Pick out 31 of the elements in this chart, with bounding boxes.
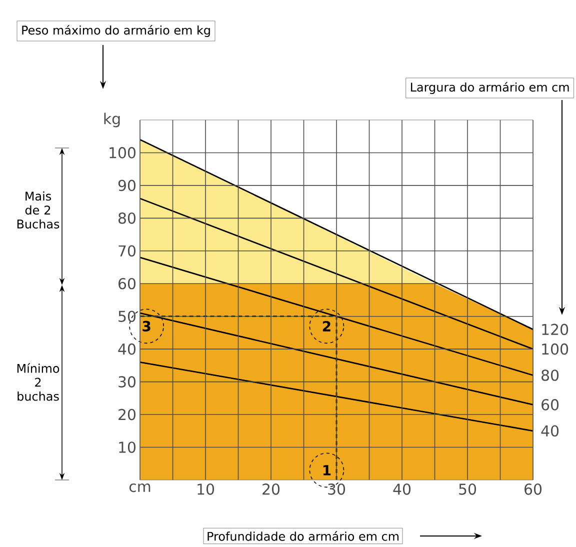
series-label: 80 xyxy=(542,370,559,381)
y-tick-label: 10 xyxy=(119,442,136,453)
y-tick-label: 20 xyxy=(118,408,136,420)
x-tick-label: 50 xyxy=(459,484,476,495)
x-tick-label: 30 xyxy=(328,484,346,495)
x-tick-label: 40 xyxy=(393,484,411,495)
legend-title: Largura do armário em cm xyxy=(411,82,569,94)
x-tick-label: 10 xyxy=(198,484,214,495)
y-tick-label: 30 xyxy=(118,376,136,388)
y-tick-label: 80 xyxy=(118,212,136,224)
series-label: 100 xyxy=(542,343,568,355)
x-tick-label: 60 xyxy=(524,484,542,495)
y-tick-label: 50 xyxy=(118,310,136,322)
x-tick-label: cm xyxy=(129,484,150,492)
y-tick-label: 40 xyxy=(118,343,136,355)
series-label: 60 xyxy=(542,399,559,410)
y-axis-title: kg xyxy=(104,112,120,128)
y-tick-label: 60 xyxy=(118,278,136,290)
annotation: 2 xyxy=(322,320,330,332)
text: Mais de 2 Buchas xyxy=(17,191,60,229)
legend-label: 120 xyxy=(542,324,568,336)
annotation: 1 xyxy=(323,465,331,476)
annotation: 3 xyxy=(142,320,150,332)
y-tick-label: 70 xyxy=(118,245,136,257)
x-tick-label: 20 xyxy=(262,484,280,495)
text: Peso máximo do armário em kg xyxy=(22,24,210,38)
y-tick-label: 100 xyxy=(110,147,136,158)
series-label: 40 xyxy=(541,425,559,437)
x-axis-title: Profundidade do armário em cm xyxy=(208,531,398,541)
text: Mínimo 2 buchas xyxy=(17,363,60,401)
y-tick-label: 90 xyxy=(118,180,136,192)
